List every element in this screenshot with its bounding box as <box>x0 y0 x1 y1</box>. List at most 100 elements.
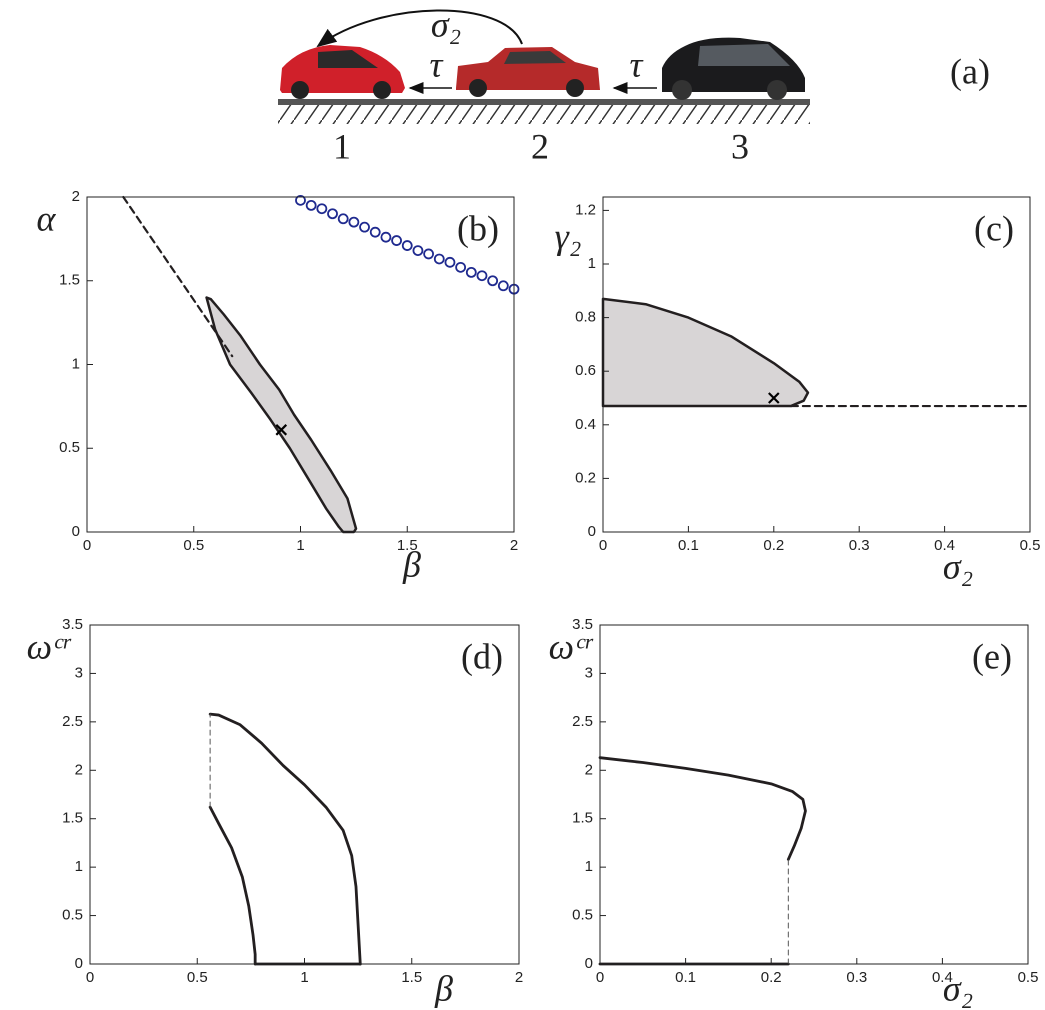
point <box>488 276 497 285</box>
x-tick-label: 0.1 <box>678 537 699 554</box>
x-tick-label: 0.1 <box>675 969 696 986</box>
point <box>328 209 337 218</box>
point <box>467 268 476 277</box>
curve <box>210 714 360 964</box>
y-tick-label: 2.5 <box>572 713 593 730</box>
axes-box <box>600 625 1028 964</box>
figure: σ₂ τ τ 1 2 3 (a) 0 0.5 1 1.5 2 0 0.5 1 1.5 2 β α (b)… <box>0 0 1045 1010</box>
y-tick-label: 0.4 <box>575 416 596 433</box>
point <box>413 246 422 255</box>
y-tick-label: 0.5 <box>62 907 83 924</box>
y-tick-label: 0.2 <box>575 469 596 486</box>
y-tick-label: 2.5 <box>62 713 83 730</box>
y-tick-label: 1 <box>75 858 83 875</box>
region <box>207 298 356 533</box>
y-axis-label: α <box>37 198 57 238</box>
y-tick-label: 0.6 <box>575 362 596 379</box>
point <box>456 263 465 272</box>
plot-area <box>210 714 360 964</box>
y-tick-label: 2 <box>75 761 83 778</box>
x-tick-label: 0.3 <box>849 537 870 554</box>
point <box>360 223 369 232</box>
panel-label: (a) <box>950 51 990 91</box>
point <box>435 254 444 263</box>
point <box>499 281 508 290</box>
region <box>603 299 808 406</box>
x-axis-label: σ₂ <box>943 968 973 1008</box>
curve <box>600 758 805 860</box>
ground-hatch <box>278 104 810 124</box>
point <box>371 228 380 237</box>
influence-arrow <box>318 10 522 46</box>
point <box>445 258 454 267</box>
y-tick-label: 0.5 <box>59 439 80 456</box>
car-3 <box>662 38 805 100</box>
x-tick-label: 0.5 <box>1018 969 1039 986</box>
plot-area <box>600 758 805 964</box>
page: {"diagram": {"label": "(a)", "influence"… <box>0 0 1045 1010</box>
y-tick-label: 0 <box>75 955 83 972</box>
x-tick-label: 0.5 <box>1020 537 1041 554</box>
x-tick-label: 1 <box>296 537 304 554</box>
y-axis-label: ωᶜʳ <box>27 626 72 666</box>
point <box>392 236 401 245</box>
x-tick-label: 0.3 <box>846 969 867 986</box>
point <box>381 233 390 242</box>
x-tick-label: 0.5 <box>183 537 204 554</box>
y-tick-label: 1.5 <box>62 810 83 827</box>
car-2 <box>456 47 600 97</box>
delay-label: τ <box>630 44 644 84</box>
x-tick-label: 1.5 <box>401 969 422 986</box>
x-tick-label: 0.2 <box>761 969 782 986</box>
point <box>339 214 348 223</box>
car-number: 2 <box>531 126 549 166</box>
x-tick-label: 0 <box>86 969 94 986</box>
x-tick-label: 0.5 <box>187 969 208 986</box>
axes-box <box>87 197 514 532</box>
car-number: 1 <box>333 126 351 166</box>
point <box>403 241 412 250</box>
x-tick-label: 1 <box>300 969 308 986</box>
curve <box>123 197 232 356</box>
x-tick-label: 0 <box>599 537 607 554</box>
y-tick-label: 0.8 <box>575 309 596 326</box>
point <box>307 201 316 210</box>
y-axis-label: ωᶜʳ <box>549 626 594 666</box>
y-tick-label: 0 <box>72 523 80 540</box>
point <box>424 249 433 258</box>
panel-label: (d) <box>461 636 503 676</box>
x-axis-label: β <box>402 544 421 584</box>
point <box>477 271 486 280</box>
y-tick-label: 1 <box>588 255 596 272</box>
car-diagram: σ₂ τ τ 1 2 3 (a) <box>278 4 990 166</box>
panel-label: (e) <box>972 636 1012 676</box>
x-tick-label: 0 <box>596 969 604 986</box>
y-tick-label: 3 <box>75 664 83 681</box>
y-tick-label: 0 <box>588 523 596 540</box>
y-tick-label: 1 <box>585 858 593 875</box>
y-tick-label: 2 <box>72 188 80 205</box>
y-tick-label: 2 <box>585 761 593 778</box>
point <box>349 218 358 227</box>
plot-area <box>603 299 1030 406</box>
x-tick-label: 2 <box>510 537 518 554</box>
panel-label: (b) <box>457 208 499 248</box>
road <box>278 99 810 105</box>
car-1 <box>280 45 405 99</box>
x-tick-label: 0 <box>83 537 91 554</box>
y-tick-label: 1 <box>72 355 80 372</box>
y-tick-label: 0.5 <box>572 907 593 924</box>
x-axis-label: β <box>434 968 453 1008</box>
y-tick-label: 0 <box>585 955 593 972</box>
y-tick-label: 1.5 <box>59 272 80 289</box>
influence-label: σ₂ <box>431 4 461 44</box>
x-axis-label: σ₂ <box>943 546 973 586</box>
x-tick-label: 0.2 <box>763 537 784 554</box>
panel-label: (c) <box>974 208 1014 248</box>
x-tick-label: 2 <box>515 969 523 986</box>
car-number: 3 <box>731 126 749 166</box>
y-axis-label: γ₂ <box>555 216 582 256</box>
delay-label: τ <box>430 44 444 84</box>
axes-box <box>90 625 519 964</box>
curve <box>210 807 255 964</box>
